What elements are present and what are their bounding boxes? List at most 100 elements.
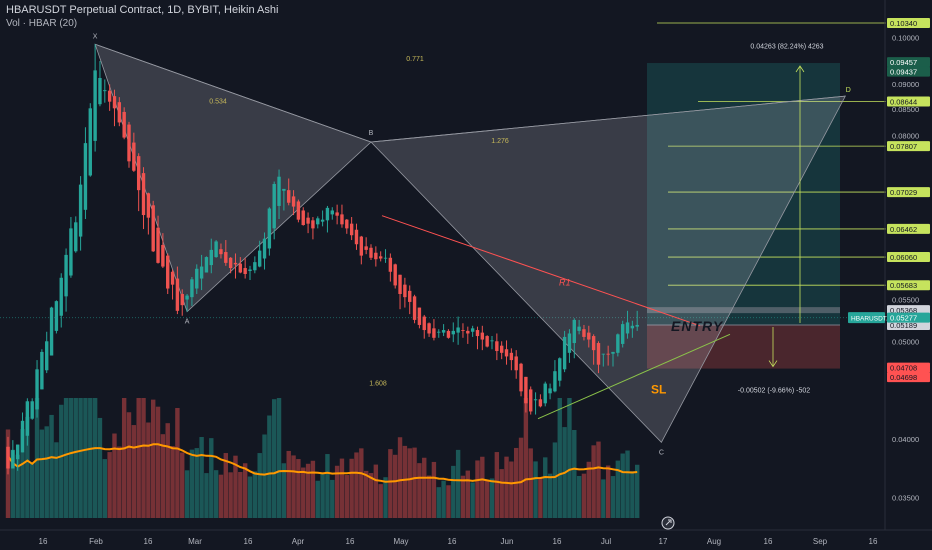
volume-bar	[146, 422, 151, 518]
candle-body	[611, 351, 615, 354]
candle-body	[441, 330, 446, 333]
volume-bar	[257, 453, 262, 518]
volume-bar	[272, 399, 277, 518]
candle-body	[69, 228, 73, 276]
volume-bar	[504, 456, 509, 518]
time-axis-tick: 16	[764, 537, 773, 546]
stop-zone	[647, 325, 840, 369]
volume-bar	[49, 414, 54, 518]
volume-bar	[112, 433, 117, 518]
pattern-ratio-label: 1.608	[369, 380, 387, 387]
price-tag-text: 0.09457	[890, 58, 917, 67]
price-tag	[887, 223, 930, 234]
volume-bar	[242, 463, 248, 518]
price-tag-text: 0.06060	[890, 253, 917, 262]
harmonic-pattern[interactable]	[94, 43, 847, 444]
loss-arrowhead	[768, 360, 778, 368]
volume-bar	[344, 475, 349, 518]
candle-body	[432, 328, 436, 338]
candle-body	[248, 269, 252, 272]
volume-bar	[630, 471, 635, 518]
volume-bar	[209, 438, 214, 518]
volume-bar	[543, 457, 548, 518]
pattern-labels: X A B C D 0.534 0.771 1.276 1.608 R1 ENTRY SL 0.0426…	[93, 33, 851, 456]
volume-bar	[591, 445, 596, 518]
volume-bar	[528, 448, 533, 518]
volume-bar	[407, 448, 412, 518]
volume-bar	[30, 463, 35, 518]
candle-body	[301, 210, 305, 226]
candle-body	[567, 333, 572, 353]
time-axis-tick: Apr	[292, 537, 305, 546]
time-axis-tick: 16	[39, 537, 48, 546]
volume-bar	[233, 455, 238, 518]
volume-bar	[373, 464, 379, 518]
volume-bar	[470, 482, 475, 518]
volume-bar	[620, 453, 625, 518]
volume-bar	[141, 398, 146, 518]
candle-body	[122, 111, 126, 138]
candle-body	[15, 444, 20, 460]
volume-bar	[368, 473, 374, 518]
candle-body	[238, 263, 243, 273]
time-axis-tick: Feb	[89, 537, 103, 546]
candle-body	[291, 196, 296, 207]
price-axis[interactable]: 0.10000 0.09000 0.08500 0.08000 0.05500 0.050…	[848, 17, 930, 503]
candle-body	[224, 252, 228, 263]
symbol-tag	[848, 312, 885, 324]
volume-bar	[422, 457, 427, 518]
volume-bar	[509, 461, 514, 518]
r1-label: R1	[559, 277, 571, 287]
volume-bar	[523, 398, 529, 518]
candle-body	[64, 254, 68, 297]
volume-bar	[34, 398, 40, 518]
volume-bar	[383, 477, 388, 518]
price-tag-text: 0.07807	[890, 142, 917, 151]
candle-body	[499, 345, 504, 353]
candle-body	[403, 284, 407, 298]
volume-bar	[184, 470, 190, 518]
candle-body	[185, 295, 189, 300]
candle-body	[325, 207, 330, 221]
volume-bar	[281, 463, 287, 518]
volume-bar	[165, 423, 170, 518]
volume-bar	[73, 398, 78, 518]
volume-bar	[247, 476, 253, 518]
volume-bar	[552, 442, 558, 518]
candle-body	[582, 329, 586, 337]
volume-bar	[557, 398, 562, 518]
candle-body	[616, 334, 620, 353]
volume-bar	[441, 480, 446, 518]
settings-icon[interactable]	[661, 516, 675, 530]
volume-bar	[330, 479, 335, 518]
candle-body	[398, 274, 402, 294]
time-axis-tick: Jul	[601, 537, 611, 546]
volume-bars	[5, 398, 640, 518]
candle-body	[635, 324, 639, 327]
volume-bar	[88, 398, 93, 518]
symbol-title[interactable]: HBARUSDT Perpetual Contract, 1D, BYBIT, …	[6, 4, 279, 16]
time-axis-tick: Jun	[501, 537, 514, 546]
volume-bar	[393, 454, 398, 518]
time-axis-tick: Aug	[707, 537, 721, 546]
candle-body	[514, 356, 518, 371]
volume-bar	[126, 412, 132, 518]
volume-bar	[170, 446, 175, 518]
price-tag	[887, 362, 930, 373]
time-axis[interactable]: 16 Feb 16 Mar 16 Apr 16 May 16 Jun 16 Jul 17 Aug 16 Sep…	[39, 537, 878, 546]
candle-body	[45, 341, 49, 371]
drawings[interactable]	[381, 65, 805, 420]
volume-bar	[354, 452, 359, 518]
candle-body	[287, 190, 291, 203]
candle-body	[495, 341, 499, 352]
volume-bar	[460, 475, 466, 518]
current-price-tag	[887, 312, 930, 323]
candle-body	[620, 324, 625, 344]
volume-indicator-label[interactable]: Vol · HBAR (20)	[6, 18, 78, 29]
volume-bar	[615, 460, 621, 518]
volume-bar	[388, 449, 393, 518]
candle-body	[408, 290, 412, 302]
candle-body	[480, 332, 485, 340]
candle-body	[257, 250, 262, 267]
